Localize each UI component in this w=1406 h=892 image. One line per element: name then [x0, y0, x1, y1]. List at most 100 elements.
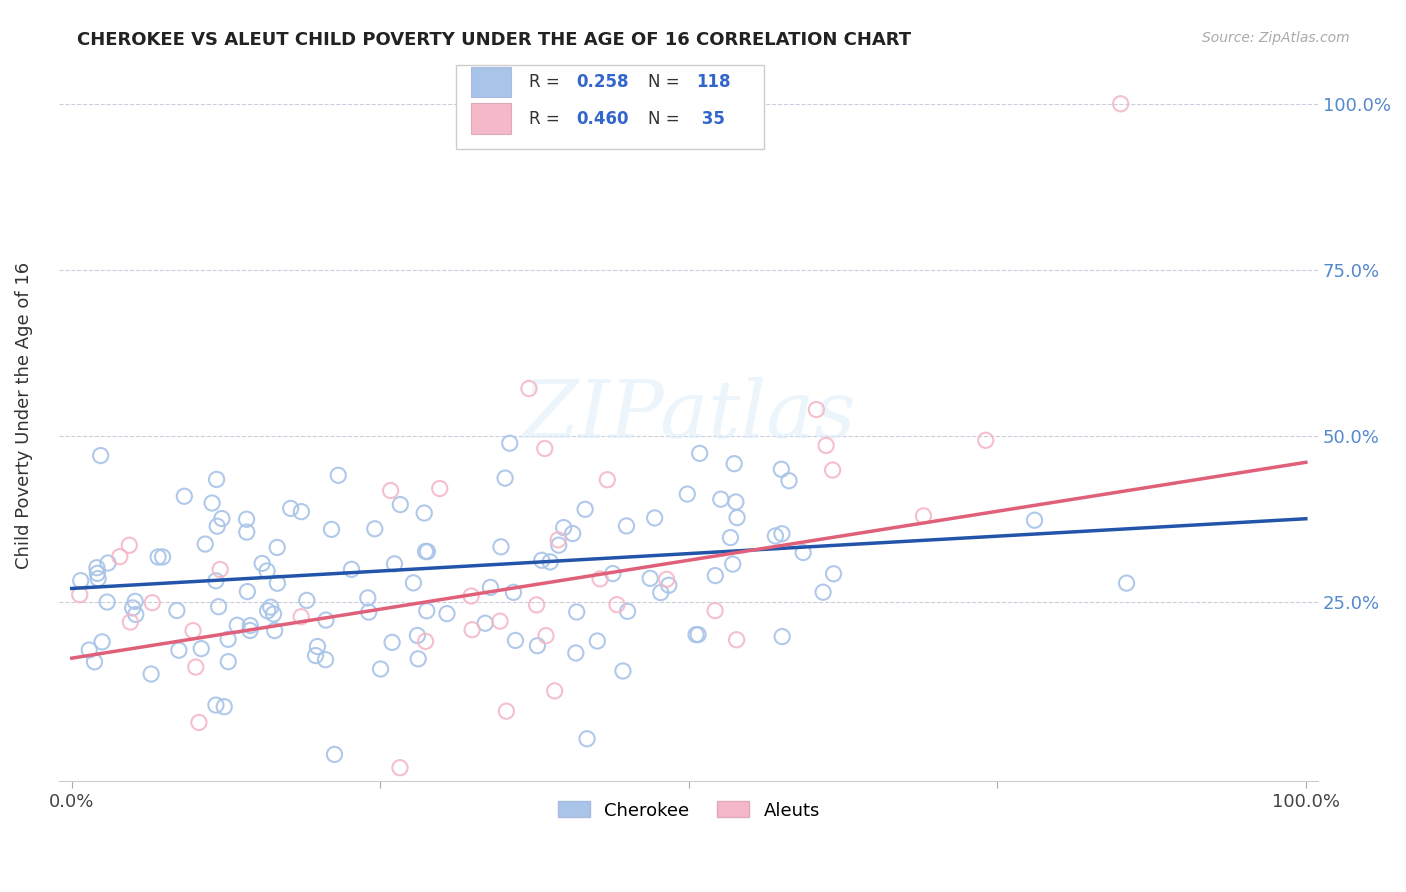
Point — [589, 572, 612, 586]
Point — [97, 556, 120, 570]
Point — [688, 627, 710, 641]
Point — [821, 463, 844, 477]
Point — [256, 604, 278, 618]
Point — [77, 643, 100, 657]
Point — [91, 635, 114, 649]
Point — [534, 629, 557, 643]
Point — [167, 643, 190, 657]
Point — [357, 605, 380, 619]
Point — [315, 653, 337, 667]
Point — [207, 599, 229, 614]
Point — [806, 402, 828, 417]
Point — [263, 607, 285, 621]
Point — [69, 574, 91, 588]
Point — [121, 601, 143, 615]
Point — [612, 664, 634, 678]
Point — [494, 471, 516, 485]
Text: ZIPatlas: ZIPatlas — [522, 377, 855, 455]
Point — [676, 487, 699, 501]
Point — [235, 525, 257, 540]
Point — [616, 519, 638, 533]
Point — [139, 667, 162, 681]
Point — [815, 438, 838, 452]
Point — [190, 641, 212, 656]
Point — [658, 578, 681, 592]
Point — [304, 648, 326, 663]
Point — [912, 508, 935, 523]
Point — [526, 639, 548, 653]
Point — [211, 511, 233, 525]
Point — [724, 495, 747, 509]
Point — [217, 655, 239, 669]
Point — [323, 747, 346, 762]
Point — [239, 618, 262, 632]
Point — [380, 483, 402, 498]
Text: R =: R = — [529, 110, 565, 128]
Point — [290, 505, 312, 519]
Point — [650, 585, 672, 599]
Point — [108, 549, 131, 564]
Point — [533, 442, 555, 456]
Point — [295, 593, 318, 607]
Point — [187, 715, 209, 730]
Point — [381, 635, 404, 649]
Point — [328, 468, 350, 483]
Point — [489, 540, 512, 554]
Point — [721, 557, 744, 571]
FancyBboxPatch shape — [456, 65, 765, 149]
Point — [1109, 96, 1132, 111]
Text: 35: 35 — [696, 110, 725, 128]
Point — [86, 566, 108, 581]
Point — [340, 562, 363, 576]
Point — [576, 731, 599, 746]
Point — [205, 472, 228, 486]
Point — [704, 568, 727, 582]
Text: CHEROKEE VS ALEUT CHILD POVERTY UNDER THE AGE OF 16 CORRELATION CHART: CHEROKEE VS ALEUT CHILD POVERTY UNDER TH… — [77, 31, 911, 49]
Point — [124, 594, 146, 608]
Point — [602, 566, 624, 581]
Point — [553, 520, 575, 534]
Point — [502, 585, 524, 599]
Point — [266, 576, 288, 591]
Point — [574, 502, 596, 516]
Point — [256, 564, 278, 578]
Point — [290, 609, 312, 624]
Point — [181, 624, 204, 638]
Point — [173, 489, 195, 503]
Point — [250, 557, 273, 571]
Point — [388, 761, 411, 775]
Point — [146, 549, 169, 564]
Point — [1115, 576, 1137, 591]
Point — [429, 482, 451, 496]
Point — [266, 541, 288, 555]
Point — [461, 623, 484, 637]
Point — [212, 699, 235, 714]
Text: 118: 118 — [696, 73, 731, 91]
Point — [83, 655, 105, 669]
Point — [389, 498, 412, 512]
Point — [547, 538, 569, 552]
Point — [565, 605, 588, 619]
Point — [205, 574, 228, 588]
Point — [474, 616, 496, 631]
Point — [499, 436, 522, 450]
Point — [517, 382, 540, 396]
Point — [720, 531, 742, 545]
Point — [315, 613, 337, 627]
Y-axis label: Child Poverty Under the Age of 16: Child Poverty Under the Age of 16 — [15, 262, 32, 569]
Point — [763, 529, 786, 543]
Point — [823, 566, 845, 581]
Point — [201, 496, 224, 510]
Point — [217, 632, 239, 647]
Text: R =: R = — [529, 73, 565, 91]
Point — [205, 519, 228, 533]
Point — [152, 549, 174, 564]
Text: Source: ZipAtlas.com: Source: ZipAtlas.com — [1202, 31, 1350, 45]
Text: N =: N = — [648, 73, 685, 91]
Point — [479, 581, 502, 595]
Point — [561, 526, 583, 541]
Point — [86, 560, 108, 574]
Point — [704, 604, 727, 618]
Point — [321, 522, 343, 536]
Legend: Cherokee, Aleuts: Cherokee, Aleuts — [550, 794, 827, 827]
